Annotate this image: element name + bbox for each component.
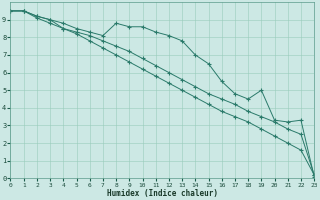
X-axis label: Humidex (Indice chaleur): Humidex (Indice chaleur) [107,189,218,198]
